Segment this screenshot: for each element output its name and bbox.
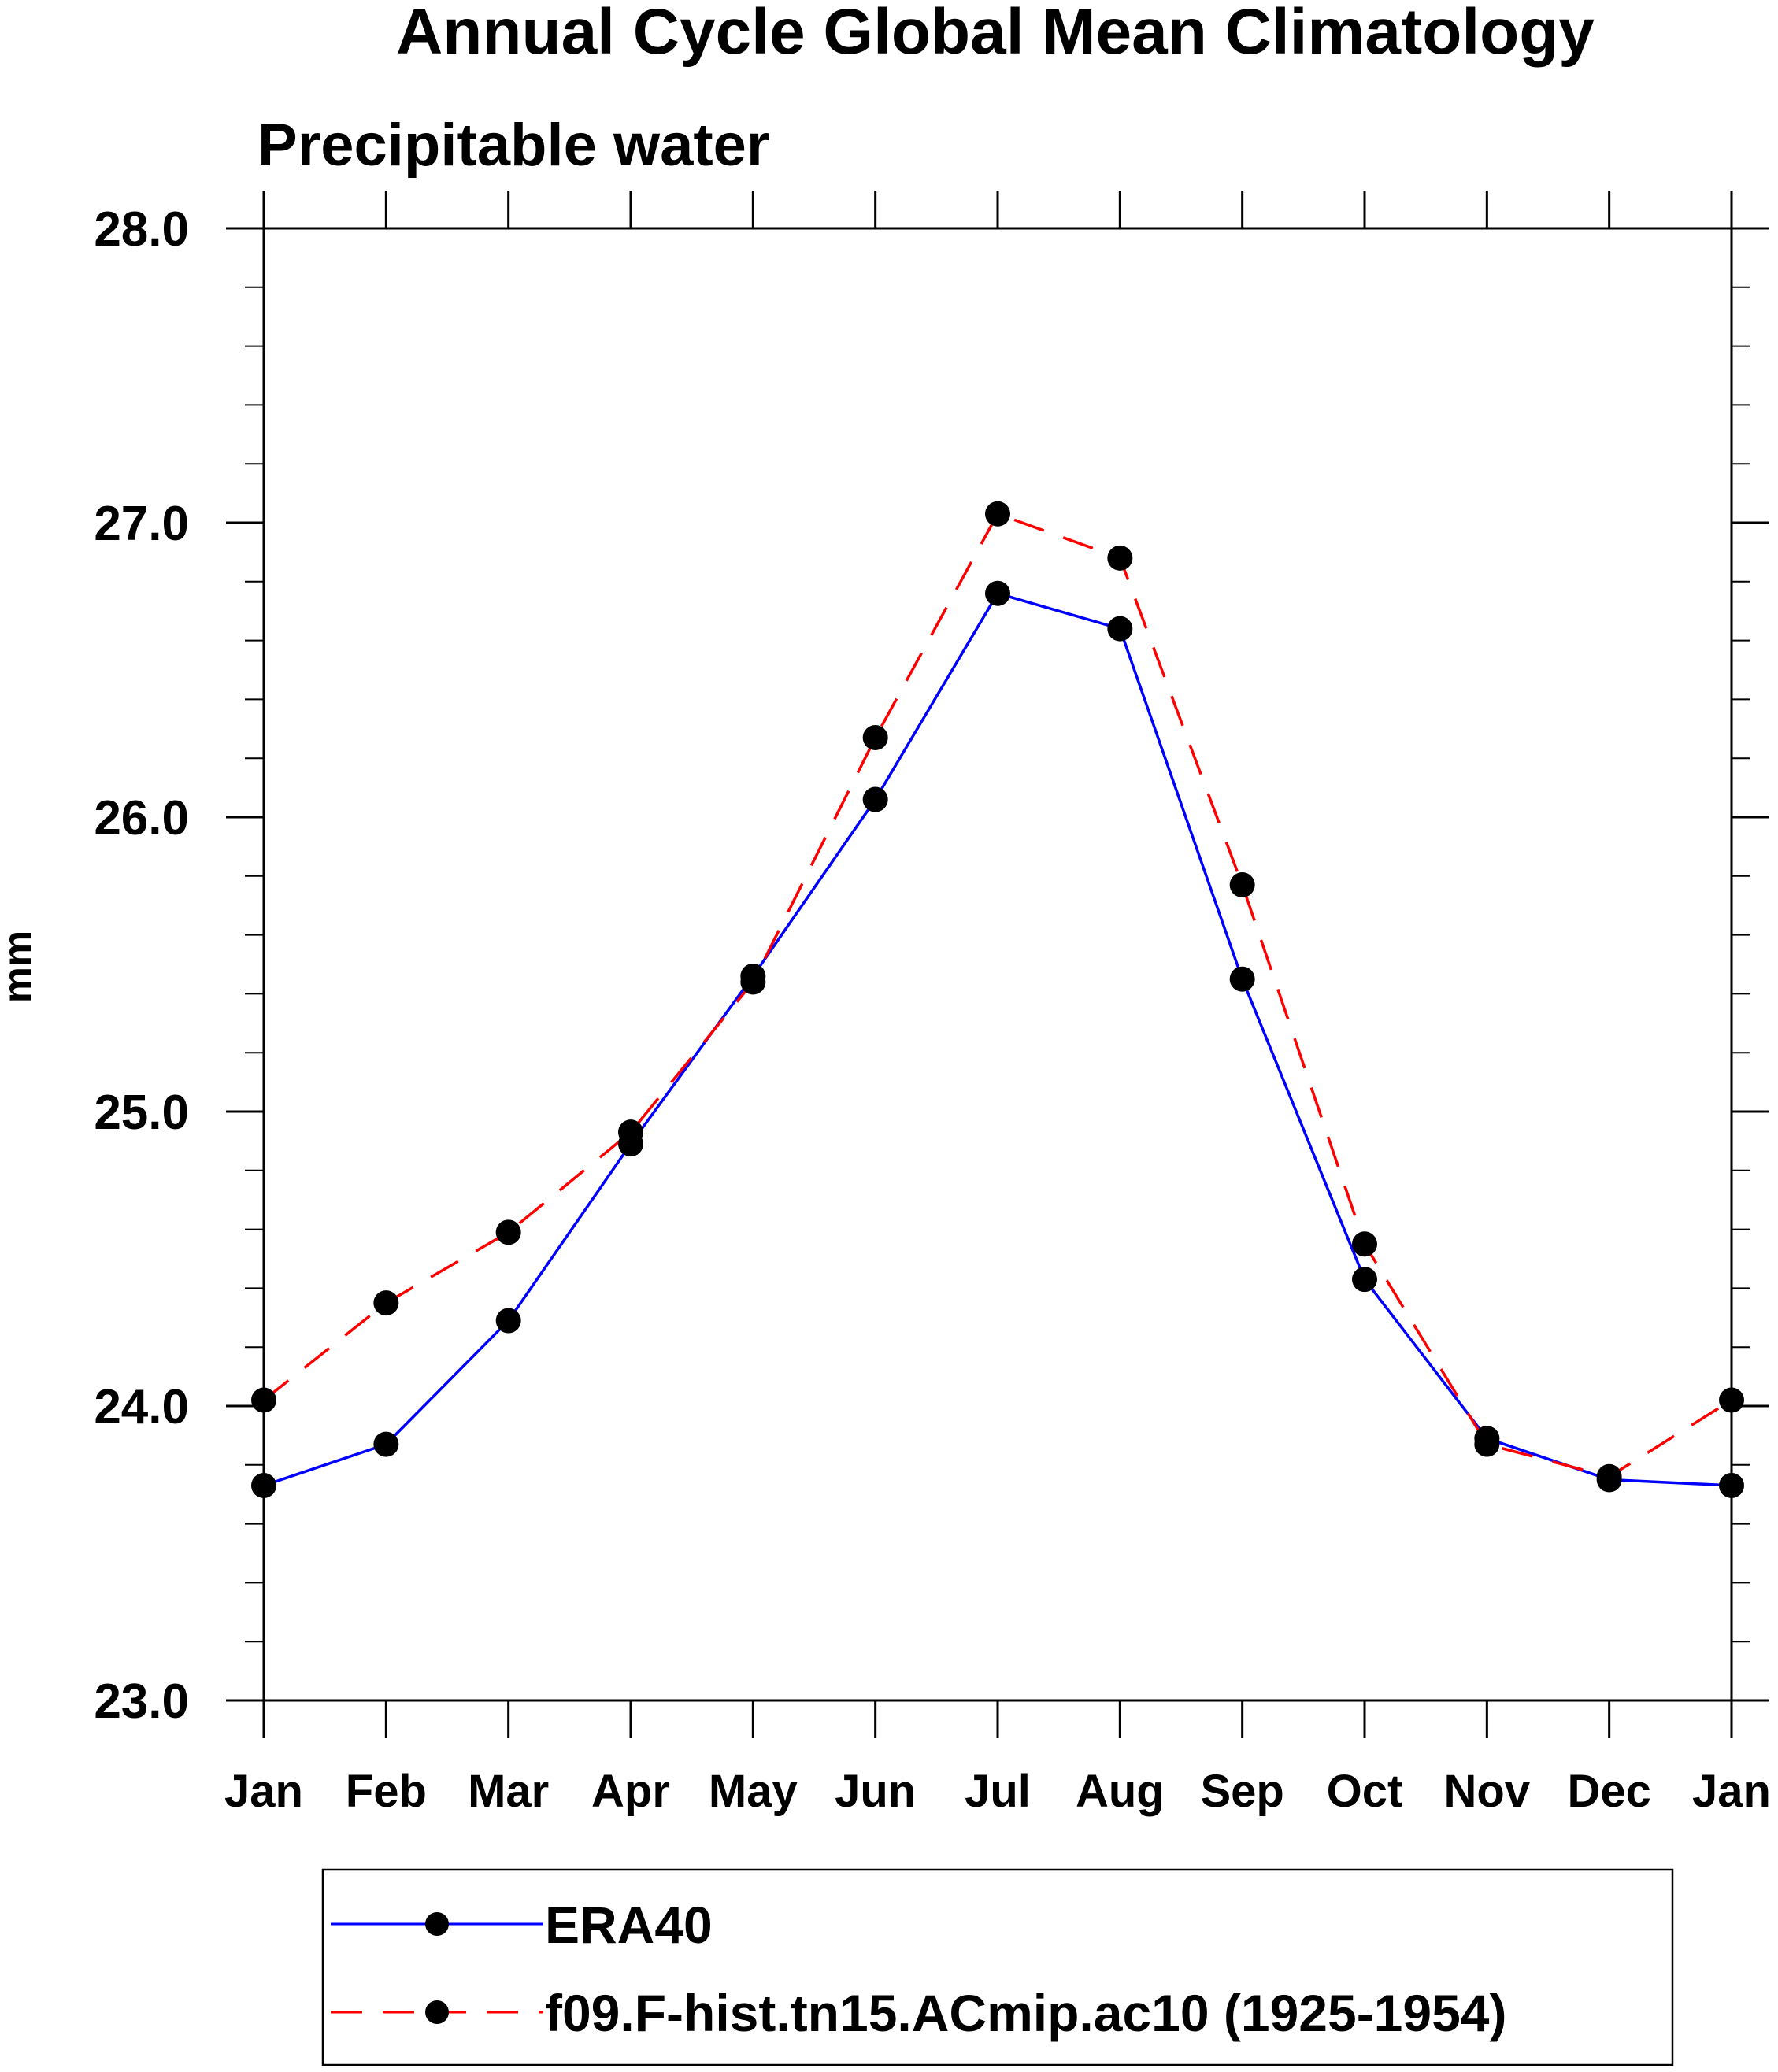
x-tick-label: Dec bbox=[1567, 1766, 1650, 1817]
x-tick-label: Jan bbox=[224, 1766, 303, 1817]
series-1-point bbox=[373, 1290, 399, 1316]
series-1-point bbox=[740, 969, 766, 995]
series-0-point bbox=[373, 1431, 399, 1457]
x-tick-label: Aug bbox=[1076, 1766, 1165, 1817]
y-tick-label: 24.0 bbox=[94, 1380, 189, 1434]
y-tick-label: 27.0 bbox=[94, 497, 189, 551]
chart-subtitle: Precipitable water bbox=[257, 112, 770, 179]
series-0-point bbox=[1229, 966, 1255, 992]
x-tick-label: Jan bbox=[1692, 1766, 1771, 1817]
series-1-point bbox=[618, 1119, 643, 1145]
axis-ticks bbox=[226, 191, 1769, 1738]
legend-label-model: f09.F-hist.tn15.ACmip.ac10 (1925-1954) bbox=[545, 1984, 1506, 2042]
series-1-point bbox=[251, 1387, 276, 1413]
series-layer bbox=[251, 501, 1744, 1498]
series-0-point bbox=[1719, 1472, 1744, 1498]
legend: ERA40 f09.F-hist.tn15.ACmip.ac10 (1925-1… bbox=[321, 1868, 1674, 2066]
y-tick-label: 25.0 bbox=[94, 1086, 189, 1140]
series-0-point bbox=[495, 1308, 521, 1334]
y-tick-label: 26.0 bbox=[94, 791, 189, 845]
x-tick-label: Feb bbox=[346, 1766, 427, 1817]
legend-marker-era40 bbox=[425, 1912, 449, 1936]
series-1-point bbox=[1107, 545, 1133, 571]
x-tick-label: Jul bbox=[965, 1766, 1031, 1817]
legend-marker-model bbox=[425, 2000, 449, 2024]
legend-label-era40: ERA40 bbox=[545, 1896, 713, 1954]
series-1-point bbox=[1474, 1431, 1500, 1457]
series-line-1 bbox=[262, 512, 1732, 1478]
series-0-point bbox=[862, 786, 888, 812]
series-1-point bbox=[1352, 1231, 1377, 1257]
y-tick-label: 28.0 bbox=[94, 202, 189, 257]
series-0-point bbox=[1352, 1267, 1377, 1293]
x-tick-label: Nov bbox=[1444, 1766, 1531, 1817]
series-1-point bbox=[1596, 1463, 1622, 1489]
x-tick-label: Oct bbox=[1327, 1766, 1403, 1817]
x-tick-label: Jun bbox=[835, 1766, 916, 1817]
y-axis-label: mm bbox=[0, 931, 41, 1003]
series-0-point bbox=[985, 580, 1010, 606]
series-1-point bbox=[1719, 1387, 1744, 1413]
series-1-point bbox=[985, 501, 1010, 527]
series-0-point bbox=[251, 1472, 276, 1498]
x-tick-label: Apr bbox=[591, 1766, 670, 1817]
x-tick-label: Sep bbox=[1200, 1766, 1283, 1817]
plot-frame bbox=[262, 227, 1733, 1702]
series-1-point bbox=[862, 725, 888, 751]
axis-tick-labels: 23.0 24.0 25.0 26.0 27.0 28.0 Jan Feb Mar Apr May J… bbox=[94, 202, 1771, 1817]
series-1-point bbox=[1229, 872, 1255, 898]
chart-title: Annual Cycle Global Mean Climatology bbox=[396, 0, 1595, 68]
legend-box bbox=[321, 1868, 1674, 2066]
x-tick-label: May bbox=[709, 1766, 798, 1817]
y-tick-label: 23.0 bbox=[94, 1674, 189, 1729]
series-1-point bbox=[495, 1219, 521, 1245]
series-line-0 bbox=[263, 591, 1732, 1487]
x-tick-label: Mar bbox=[468, 1766, 549, 1817]
series-0-point bbox=[1107, 616, 1133, 642]
